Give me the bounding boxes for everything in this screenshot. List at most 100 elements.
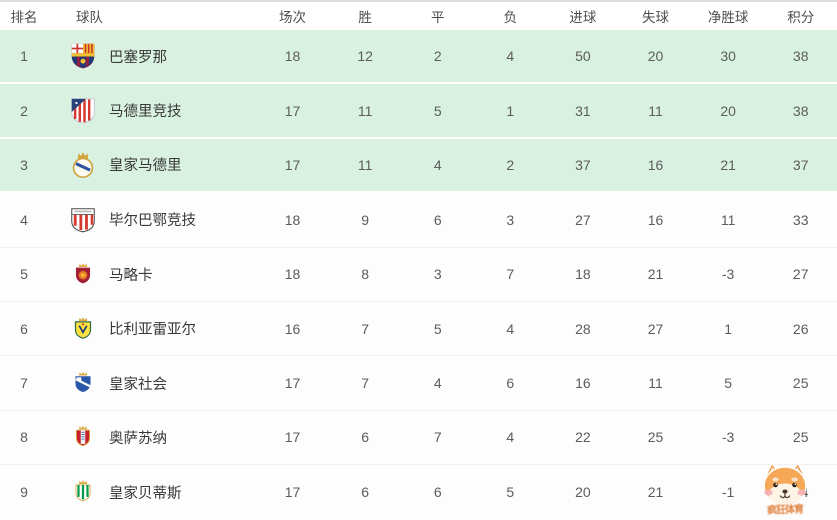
played-cell: 18 bbox=[284, 48, 301, 65]
goals-for-cell: 22 bbox=[575, 429, 591, 446]
table-row[interactable]: 5 马略卡 18 8 3 7 18 21 -3 27 bbox=[0, 247, 837, 302]
team-name: 皇家贝蒂斯 bbox=[109, 485, 182, 502]
table-row[interactable]: 6 比利亚雷亚尔 16 7 5 4 28 27 1 26 bbox=[0, 301, 837, 357]
goals-against-cell: 21 bbox=[647, 266, 664, 283]
goal-diff-cell: 21 bbox=[720, 156, 736, 173]
loss-cell: 4 bbox=[506, 320, 515, 337]
rank-cell: 6 bbox=[20, 320, 28, 337]
header-goals-for: 进球 bbox=[569, 10, 597, 25]
loss-cell: 6 bbox=[506, 375, 515, 392]
team-cell: 皇家贝蒂斯 bbox=[48, 477, 256, 507]
table-body: 1 巴塞罗那 18 12 2 4 50 20 30 38 2 马德里竞技 17 11 5 1 31 11 20 38 3… bbox=[0, 30, 837, 520]
draw-cell: 5 bbox=[433, 320, 442, 337]
team-name: 皇家社会 bbox=[109, 376, 167, 393]
played-cell: 16 bbox=[284, 320, 301, 337]
header-win: 胜 bbox=[358, 10, 372, 25]
rank-cell: 8 bbox=[20, 429, 28, 446]
table-row[interactable]: 3 皇家马德里 17 11 4 2 37 16 21 37 bbox=[0, 138, 837, 194]
table-row[interactable]: 2 马德里竞技 17 11 5 1 31 11 20 38 bbox=[0, 84, 837, 139]
table-row[interactable]: 7 皇家社会 17 7 4 6 16 11 5 25 bbox=[0, 356, 837, 411]
header-goal-diff: 净胜球 bbox=[707, 10, 749, 25]
rank-cell: 2 bbox=[20, 102, 28, 119]
win-cell: 6 bbox=[361, 484, 370, 501]
loss-cell: 2 bbox=[506, 156, 515, 173]
draw-cell: 4 bbox=[433, 156, 442, 173]
win-cell: 6 bbox=[361, 429, 370, 446]
played-cell: 17 bbox=[284, 429, 301, 446]
shiba-dog-icon bbox=[763, 461, 807, 506]
points-cell: 25 bbox=[792, 429, 809, 446]
team-cell: 马德里竞技 bbox=[48, 96, 256, 126]
played-cell: 17 bbox=[284, 156, 301, 173]
rank-cell: 5 bbox=[20, 266, 28, 283]
osasuna-crest-icon bbox=[68, 422, 98, 452]
header-points: 积分 bbox=[787, 10, 815, 25]
header-loss: 负 bbox=[503, 10, 518, 25]
atletico-crest-icon bbox=[68, 96, 98, 126]
rank-cell: 4 bbox=[20, 211, 28, 228]
table-row[interactable]: 4 毕尔巴鄂竞技 18 9 6 3 27 16 11 33 bbox=[0, 193, 837, 248]
goals-for-cell: 18 bbox=[575, 266, 591, 283]
rank-cell: 1 bbox=[20, 48, 28, 65]
goals-against-cell: 25 bbox=[647, 429, 664, 446]
shiba-dog-sticker: 疯狂体育 bbox=[756, 460, 814, 517]
win-cell: 7 bbox=[361, 375, 370, 392]
sociedad-crest-icon bbox=[68, 368, 98, 398]
points-cell: 26 bbox=[792, 320, 809, 337]
played-cell: 17 bbox=[284, 375, 301, 392]
team-cell: 巴塞罗那 bbox=[48, 41, 256, 71]
goals-for-cell: 27 bbox=[575, 211, 591, 228]
points-cell: 38 bbox=[792, 102, 809, 119]
draw-cell: 5 bbox=[433, 102, 442, 119]
goal-diff-cell: 1 bbox=[724, 320, 732, 337]
team-name: 比利亚雷亚尔 bbox=[109, 322, 196, 339]
draw-cell: 3 bbox=[433, 266, 442, 283]
goal-diff-cell: 30 bbox=[720, 48, 736, 65]
header-goals-against: 失球 bbox=[642, 10, 670, 25]
team-cell: 皇家社会 bbox=[48, 368, 256, 398]
team-cell: 毕尔巴鄂竞技 bbox=[48, 205, 256, 235]
goals-for-cell: 28 bbox=[575, 320, 591, 337]
athletic-crest-icon bbox=[68, 205, 98, 235]
team-name: 皇家马德里 bbox=[109, 158, 182, 175]
goal-diff-cell: -3 bbox=[721, 266, 735, 283]
win-cell: 12 bbox=[357, 48, 373, 65]
points-cell: 37 bbox=[792, 156, 809, 173]
goals-against-cell: 21 bbox=[647, 484, 664, 501]
header-draw: 平 bbox=[430, 10, 445, 25]
team-name: 毕尔巴鄂竞技 bbox=[109, 213, 196, 230]
team-name: 巴塞罗那 bbox=[109, 49, 167, 66]
header-team: 球队 bbox=[76, 10, 103, 25]
points-cell: 25 bbox=[792, 375, 809, 392]
played-cell: 18 bbox=[284, 266, 301, 283]
team-cell: 奥萨苏纳 bbox=[48, 422, 256, 452]
points-cell: 38 bbox=[792, 48, 809, 65]
win-cell: 9 bbox=[361, 211, 370, 228]
loss-cell: 5 bbox=[506, 484, 515, 501]
loss-cell: 4 bbox=[506, 48, 515, 65]
draw-cell: 2 bbox=[433, 48, 442, 65]
mallorca-crest-icon bbox=[68, 259, 98, 289]
points-cell: 27 bbox=[792, 266, 809, 283]
goals-against-cell: 11 bbox=[648, 102, 663, 119]
points-cell: 33 bbox=[792, 211, 809, 228]
goals-against-cell: 11 bbox=[648, 375, 663, 392]
watermark-text: 疯狂体育 bbox=[766, 504, 804, 517]
goals-against-cell: 20 bbox=[647, 48, 664, 65]
betis-crest-icon bbox=[68, 477, 98, 507]
goals-for-cell: 16 bbox=[575, 375, 591, 392]
loss-cell: 3 bbox=[506, 211, 515, 228]
loss-cell: 7 bbox=[506, 266, 515, 283]
goal-diff-cell: -3 bbox=[721, 429, 735, 446]
loss-cell: 4 bbox=[506, 429, 515, 446]
team-name: 马略卡 bbox=[109, 267, 153, 284]
goal-diff-cell: -1 bbox=[721, 484, 735, 501]
header-rank: 排名 bbox=[10, 10, 38, 25]
table-row[interactable]: 8 奥萨苏纳 17 6 7 4 22 25 -3 25 bbox=[0, 410, 837, 466]
played-cell: 17 bbox=[284, 102, 301, 119]
rank-cell: 7 bbox=[20, 375, 28, 392]
table-row[interactable]: 1 巴塞罗那 18 12 2 4 50 20 30 38 bbox=[0, 30, 837, 85]
goal-diff-cell: 5 bbox=[724, 375, 732, 392]
goals-for-cell: 50 bbox=[575, 48, 591, 65]
